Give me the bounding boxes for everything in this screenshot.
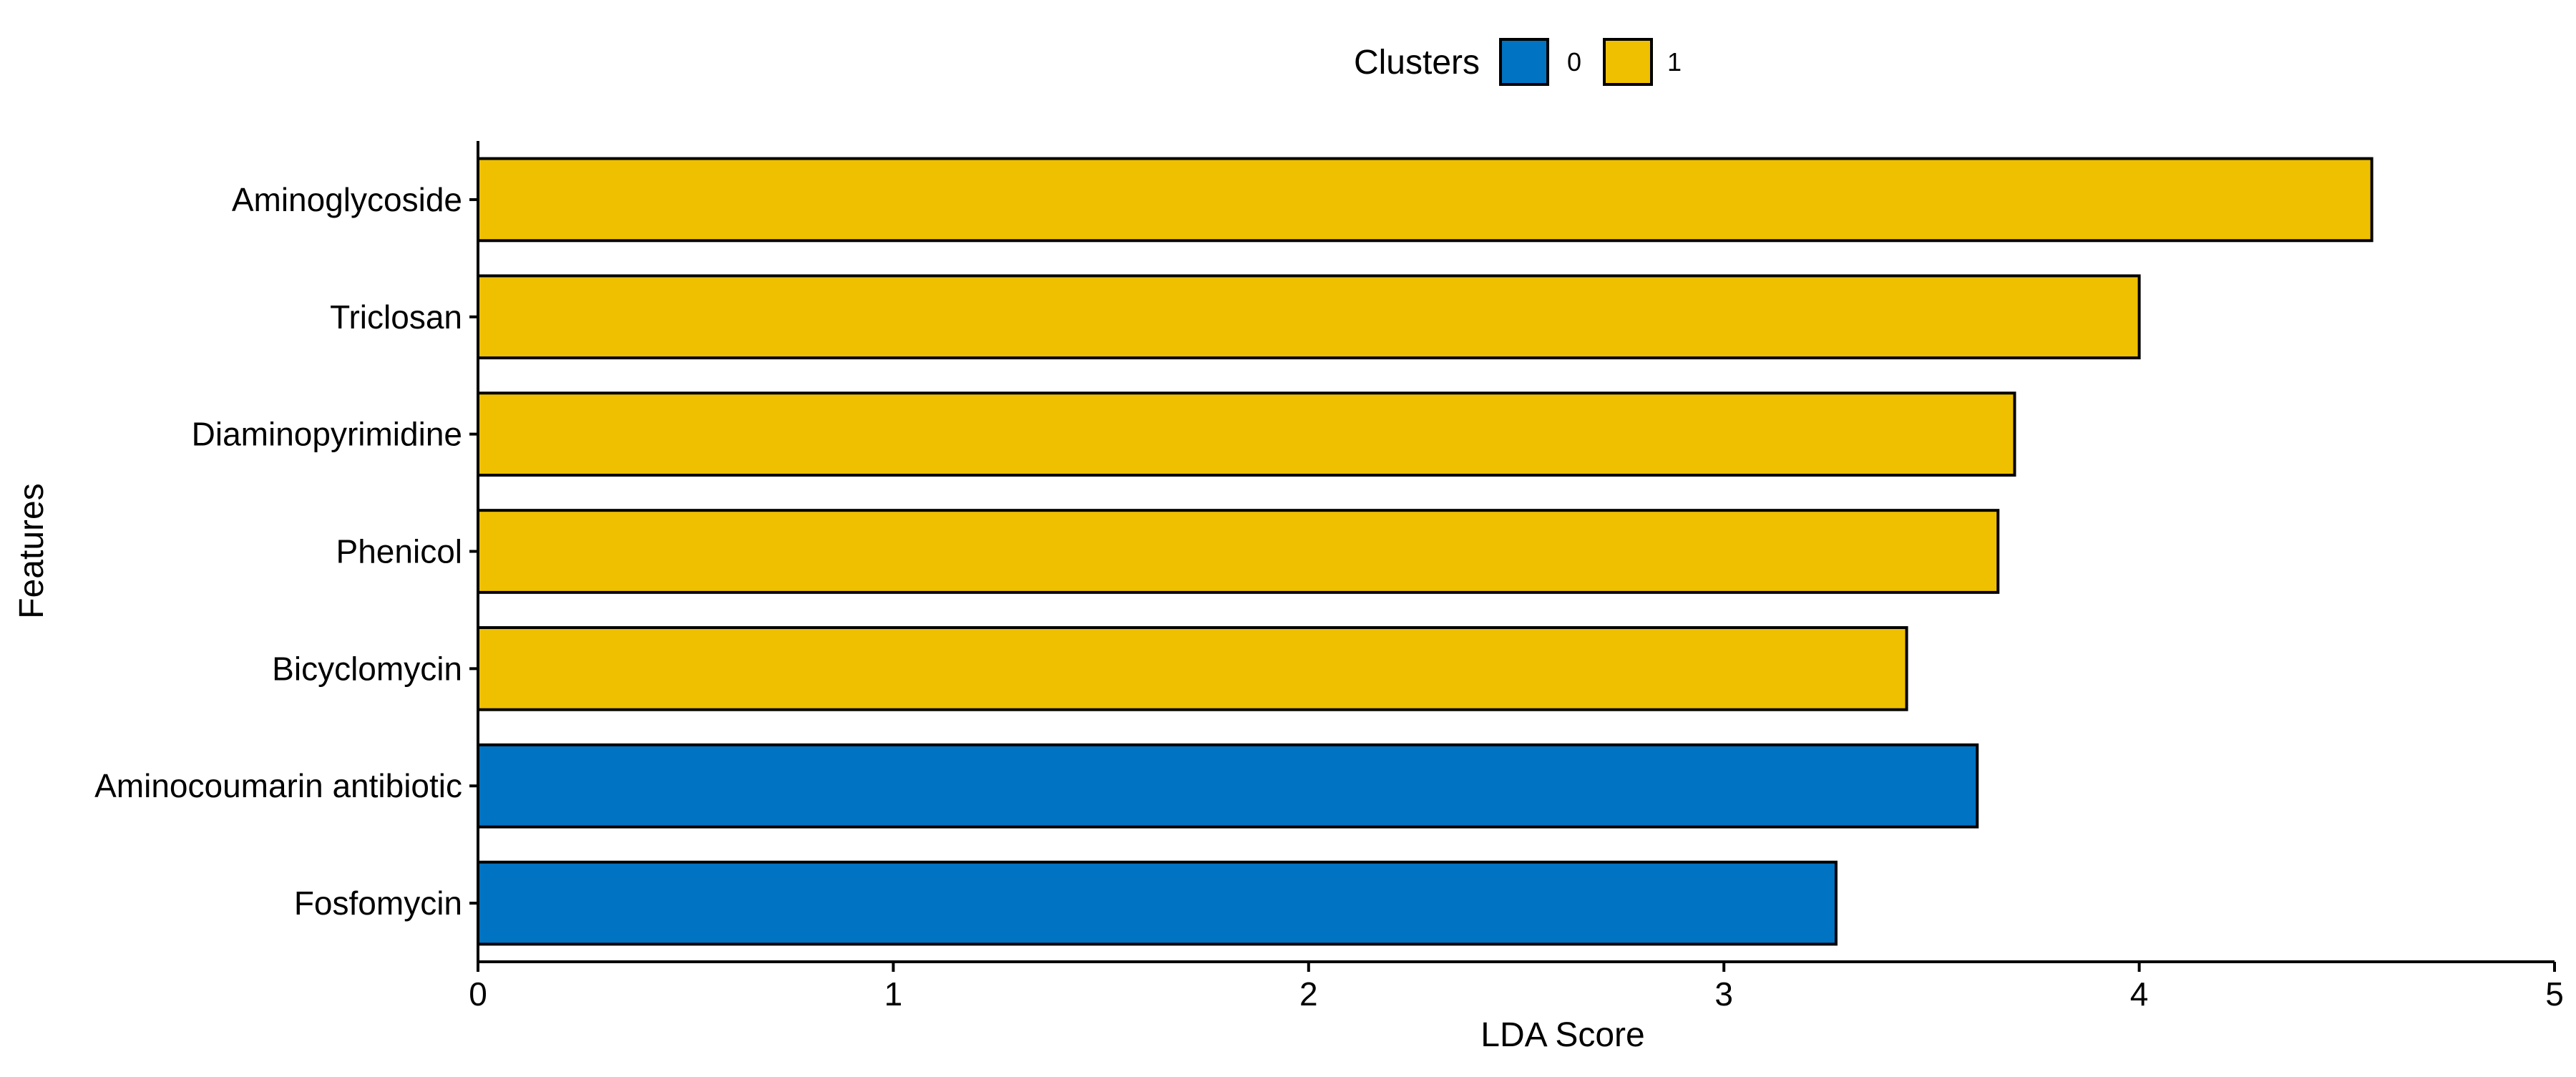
y-tick-label: Aminocoumarin antibiotic [94,767,462,804]
x-tick-label: 3 [1714,975,1733,1013]
bar-fosfomycin [477,860,1838,946]
legend-label-1: 1 [1667,47,1682,77]
legend-label-0: 0 [1567,47,1581,77]
bar-aminocoumarin-antibiotic [477,743,1979,829]
y-axis: Aminoglycoside Triclosan Diaminopyrimidine… [94,141,479,962]
x-axis: 0 1 2 3 4 5 [469,960,2564,1013]
y-axis-title: Features [13,483,51,618]
bar-aminoglycoside [477,157,2373,243]
x-tick-label: 2 [1299,975,1318,1013]
y-tick-label: Diaminopyrimidine [192,416,462,453]
bar-bicyclomycin [477,626,1908,711]
bar-phenicol [477,509,2000,594]
x-axis-title: LDA Score [1480,1016,1644,1054]
bar-diaminopyrimidine [477,391,2016,477]
legend-title: Clusters [1354,44,1480,82]
x-tick-label: 0 [469,975,487,1013]
x-tick-label: 5 [2545,975,2564,1013]
y-tick-label: Phenicol [336,533,462,570]
bar-triclosan [477,274,2141,360]
legend: Clusters 0 1 [1354,38,1682,86]
y-tick-label: Triclosan [330,298,462,336]
bars [477,157,2373,946]
y-tick-label: Fosfomycin [294,884,462,922]
legend-swatch-1 [1603,38,1653,86]
x-tick-label: 4 [2130,975,2149,1013]
x-tick-label: 1 [884,975,903,1013]
y-tick-label: Aminoglycoside [232,181,462,218]
y-tick-label: Bicyclomycin [272,650,462,687]
legend-swatch-0 [1499,38,1549,86]
